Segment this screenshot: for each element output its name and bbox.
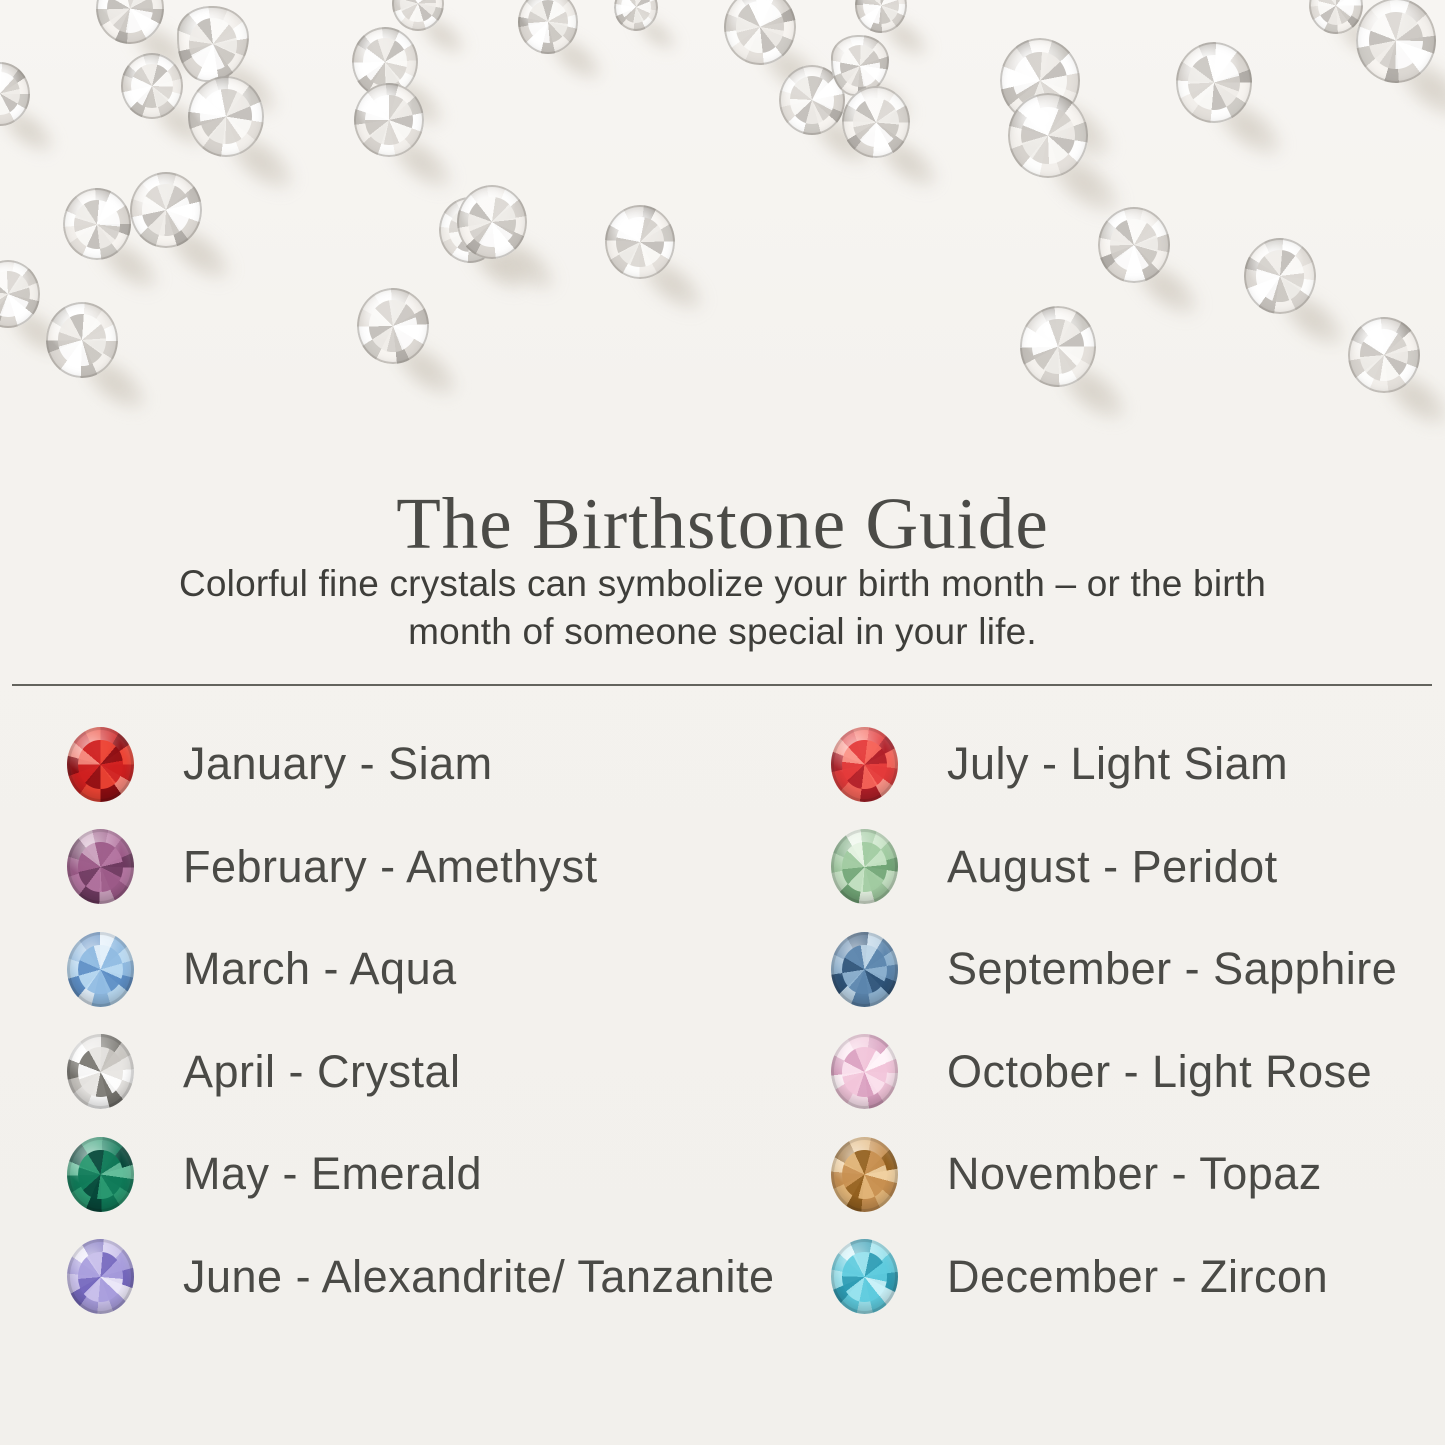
crystal-gem <box>724 0 796 66</box>
birthstone-label-january: January - Siam <box>183 738 493 790</box>
birthstone-row-november: November - Topaz <box>831 1123 1397 1226</box>
birthstone-label-august: August - Peridot <box>947 840 1278 892</box>
crystal-gem <box>357 288 429 365</box>
january-gem-icon <box>67 726 134 802</box>
birthstone-label-october: October - Light Rose <box>947 1045 1373 1097</box>
birthstone-row-december: December - Zircon <box>831 1226 1397 1329</box>
july-gem-icon <box>831 726 898 802</box>
crystal-gem <box>1348 317 1420 394</box>
crystal-gem <box>842 86 910 159</box>
february-gem-icon <box>67 829 134 905</box>
subtitle-line-2: month of someone special in your life. <box>408 611 1037 652</box>
birthstone-label-february: February - Amethyst <box>183 840 598 892</box>
september-gem-icon <box>831 931 898 1007</box>
divider-line <box>12 684 1432 686</box>
birthstone-label-april: April - Crystal <box>183 1045 461 1097</box>
subtitle-line-1: Colorful fine crystals can symbolize you… <box>178 563 1267 604</box>
crystals-photo <box>0 0 1445 458</box>
birthstone-label-september: September - Sapphire <box>947 943 1398 995</box>
crystal-gem <box>457 185 527 260</box>
birthstone-label-december: December - Zircon <box>947 1250 1329 1302</box>
birthstone-row-march: March - Aqua <box>67 918 775 1021</box>
crystal-gem <box>1020 306 1096 387</box>
crystal-gem <box>1098 207 1170 284</box>
crystal-gem <box>188 76 264 157</box>
november-gem-icon <box>831 1136 898 1212</box>
birthstone-row-may: May - Emerald <box>67 1123 775 1226</box>
guide-column-right: July - Light Siam August - Peridot Septemb… <box>831 713 1397 1328</box>
page-subtitle: Colorful fine crystals can symbolize you… <box>0 560 1445 656</box>
october-gem-icon <box>831 1034 898 1110</box>
birthstone-row-august: August - Peridot <box>831 816 1397 919</box>
birthstone-label-may: May - Emerald <box>183 1148 483 1200</box>
birthstone-row-september: September - Sapphire <box>831 918 1397 1021</box>
crystal-gem <box>518 0 578 54</box>
june-gem-icon <box>67 1239 134 1315</box>
crystal-gem <box>1176 42 1252 123</box>
crystal-gem <box>1244 238 1316 315</box>
guide-column-left: January - Siam February - Amethyst March -… <box>67 713 775 1328</box>
birthstone-label-november: November - Topaz <box>947 1148 1322 1200</box>
crystal-gem <box>354 83 424 158</box>
crystal-gem <box>1008 93 1088 178</box>
crystal-gem <box>121 53 183 119</box>
august-gem-icon <box>831 829 898 905</box>
birthstone-row-july: July - Light Siam <box>831 713 1397 816</box>
crystal-gem <box>63 188 131 261</box>
birthstone-label-march: March - Aqua <box>183 943 457 995</box>
birthstone-label-june: June - Alexandrite/ Tanzanite <box>183 1250 775 1302</box>
crystal-gem <box>130 172 202 249</box>
april-gem-icon <box>67 1034 134 1110</box>
page-title: The Birthstone Guide <box>396 482 1049 564</box>
december-gem-icon <box>831 1239 898 1315</box>
birthstone-row-april: April - Crystal <box>67 1021 775 1124</box>
birthstone-row-january: January - Siam <box>67 713 775 816</box>
birthstone-row-october: October - Light Rose <box>831 1021 1397 1124</box>
birthstone-row-june: June - Alexandrite/ Tanzanite <box>67 1226 775 1329</box>
crystal-gem <box>46 302 118 379</box>
crystal-gem <box>605 205 675 280</box>
crystal-gem <box>1356 0 1436 83</box>
birthstone-row-february: February - Amethyst <box>67 816 775 919</box>
may-gem-icon <box>67 1136 134 1212</box>
birthstone-label-july: July - Light Siam <box>947 738 1289 790</box>
march-gem-icon <box>67 931 134 1007</box>
